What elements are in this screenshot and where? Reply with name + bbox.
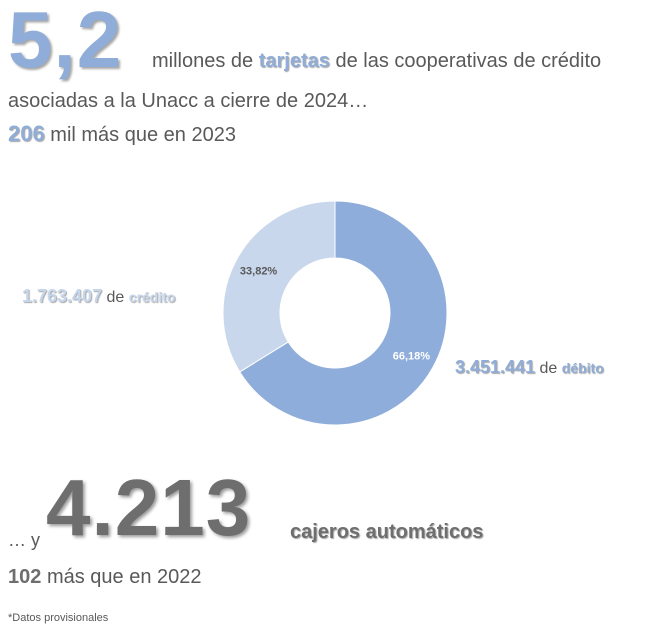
atm-label: cajeros automáticos — [290, 521, 484, 543]
headline-line1: millones de tarjetas de las cooperativas… — [152, 50, 601, 73]
debit-label: 3.451.441 de débito — [455, 357, 604, 378]
credit-keyword: crédito — [128, 289, 176, 305]
headline-increase: 206 mil más que en 2023 — [8, 121, 236, 147]
donut-percent-label-débito: 66,18% — [393, 351, 431, 363]
atm-increase-number: 102 — [8, 566, 42, 588]
footnote: *Datos provisionales — [8, 612, 109, 624]
credit-count: 1.763.407 — [22, 286, 103, 306]
headline-line1-pre: millones de — [152, 50, 254, 72]
debit-count: 3.451.441 — [455, 357, 536, 377]
donut-slice-crédito — [222, 200, 336, 373]
atm-prefix: … y — [8, 530, 41, 550]
atm-increase: 102 más que en 2022 — [8, 566, 202, 589]
headline-card-count: 5,2 — [8, 0, 123, 84]
atm-increase-text: más que en 2022 — [46, 566, 202, 588]
donut-slice-débito — [239, 200, 448, 426]
headline-increase-number: 206 — [8, 121, 45, 146]
headline-keyword: tarjetas — [258, 50, 330, 72]
debit-connector: de — [539, 360, 558, 377]
headline-increase-text: mil más que en 2023 — [50, 124, 236, 146]
credit-connector: de — [106, 289, 125, 306]
credit-label: 1.763.407 de crédito — [22, 286, 175, 307]
headline-line1-post: de las cooperativas de crédito — [335, 50, 602, 72]
donut-percent-label-crédito: 33,82% — [240, 265, 278, 277]
debit-keyword: débito — [561, 360, 604, 376]
headline-line2: asociadas a la Unacc a cierre de 2024… — [8, 90, 369, 112]
atm-count: 4.213 — [46, 463, 252, 552]
